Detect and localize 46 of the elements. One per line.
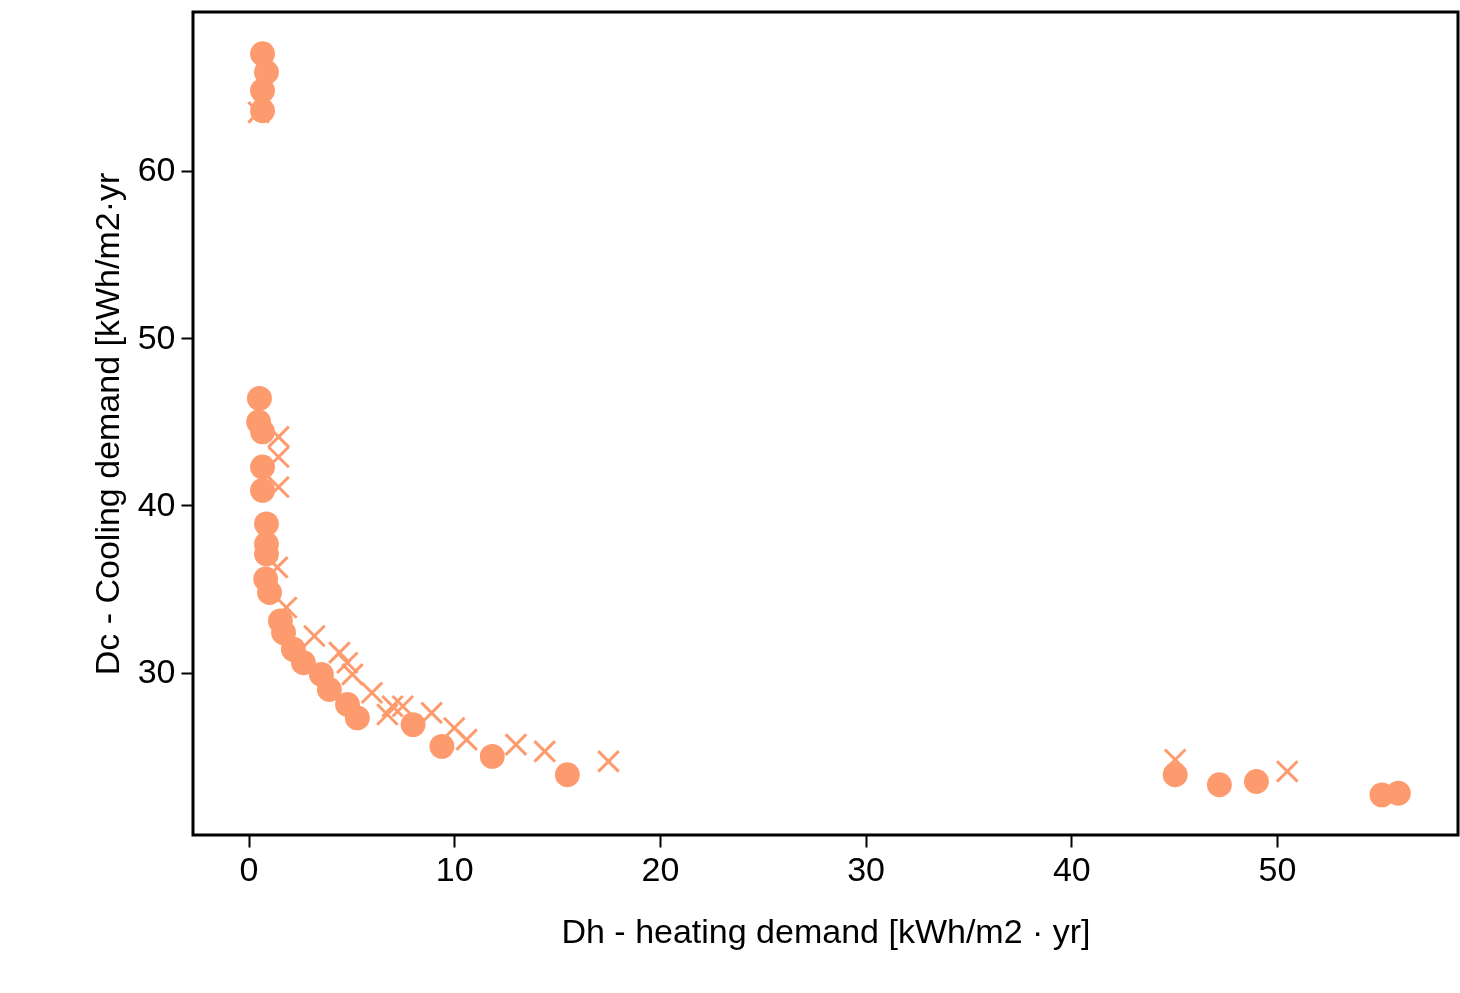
x-tick-label: 20 <box>641 849 680 888</box>
point <box>266 475 291 499</box>
point <box>1243 769 1269 794</box>
point <box>380 694 405 718</box>
point <box>375 702 400 727</box>
point <box>266 425 291 449</box>
point <box>335 650 360 675</box>
point <box>360 681 384 705</box>
point <box>429 733 455 759</box>
x-tick-label: 30 <box>847 849 886 888</box>
point <box>1206 772 1232 798</box>
point <box>302 624 327 648</box>
point <box>250 477 275 503</box>
point <box>340 662 365 687</box>
x-axis-title: Dh - heating demand [kWh/m2 · yr] <box>561 911 1091 950</box>
x-tick-label: 40 <box>1052 849 1091 888</box>
point <box>1275 759 1300 784</box>
point <box>532 739 557 764</box>
point <box>391 694 415 718</box>
x-tick-label: 10 <box>435 849 474 888</box>
point <box>479 743 505 769</box>
point <box>253 511 279 537</box>
point <box>554 762 580 788</box>
point <box>327 640 352 665</box>
point <box>250 454 275 480</box>
point <box>419 701 444 725</box>
point <box>454 727 479 752</box>
x-tick-label: 50 <box>1258 849 1297 888</box>
point <box>596 749 621 774</box>
point <box>250 419 275 445</box>
y-axis-title: Dc - Cooling demand [kWh/m2·yr <box>87 172 126 676</box>
y-tick-label: 30 <box>137 652 176 691</box>
point <box>316 677 342 702</box>
y-tick-label: 50 <box>137 317 176 356</box>
point <box>1163 747 1187 772</box>
point <box>246 385 272 411</box>
y-tick-label: 40 <box>137 484 176 523</box>
y-tick-label: 60 <box>137 150 176 189</box>
point <box>344 705 370 731</box>
point <box>504 732 528 757</box>
point <box>266 445 291 469</box>
point <box>257 580 282 605</box>
x-tick-label: 0 <box>239 849 259 888</box>
point <box>442 716 466 740</box>
point <box>400 712 426 738</box>
point <box>291 650 316 676</box>
